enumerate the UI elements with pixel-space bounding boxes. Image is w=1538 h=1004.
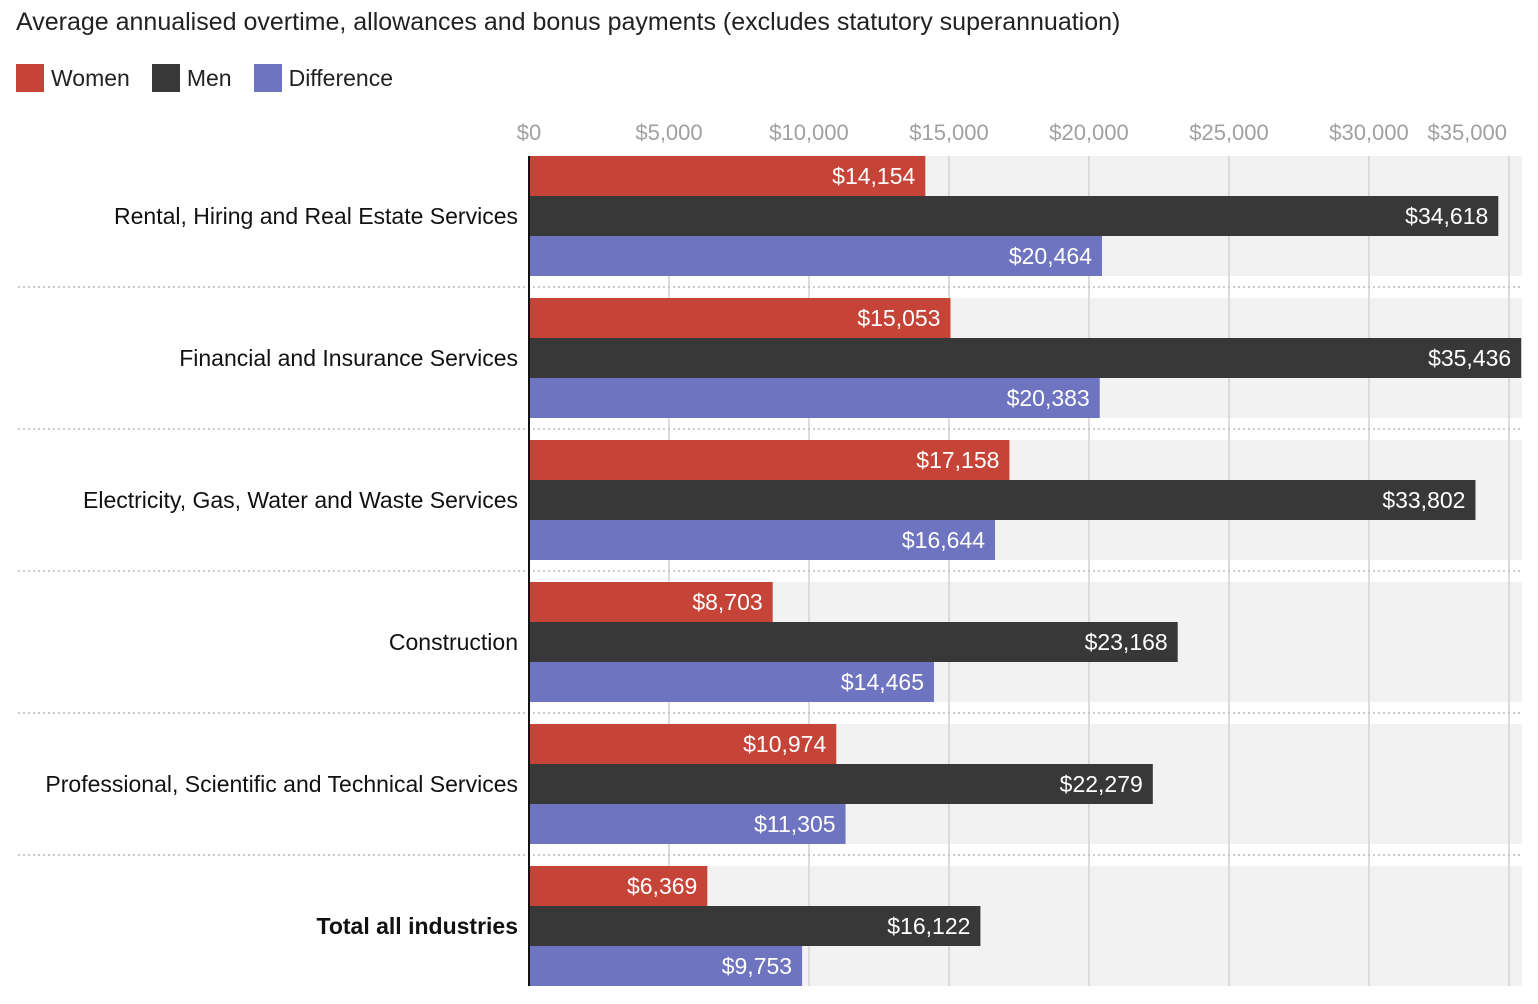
data-label: $22,279 — [1060, 771, 1143, 797]
x-tick-label: $25,000 — [1189, 120, 1269, 145]
bar-difference — [529, 520, 996, 560]
bar-women — [529, 582, 773, 622]
bar-men — [529, 764, 1153, 804]
bar-difference — [529, 946, 803, 986]
bar-women — [529, 866, 708, 906]
data-label: $33,802 — [1382, 487, 1465, 513]
chart-title: Average annualised overtime, allowances … — [16, 8, 1121, 36]
x-tick-label: $0 — [517, 120, 541, 145]
x-tick-label: $30,000 — [1329, 120, 1409, 145]
bar-men — [529, 480, 1476, 520]
bar-difference — [529, 804, 846, 844]
legend-item-difference: Difference — [253, 64, 393, 92]
bar-women — [529, 724, 837, 764]
data-label: $10,974 — [743, 731, 826, 757]
bar-men — [529, 196, 1499, 236]
data-label: $6,369 — [627, 873, 697, 899]
x-tick-label: $10,000 — [769, 120, 849, 145]
legend-swatch — [151, 64, 180, 92]
data-label: $20,383 — [1007, 385, 1090, 411]
bar-women — [529, 298, 951, 338]
legend-label: Men — [186, 64, 232, 91]
data-label: $17,158 — [916, 447, 999, 473]
legend-label: Women — [51, 64, 130, 91]
data-label: $9,753 — [722, 953, 792, 979]
data-label: $20,464 — [1009, 243, 1092, 269]
data-label: $35,436 — [1428, 345, 1511, 371]
bar-difference — [529, 236, 1102, 276]
legend-swatch — [253, 64, 282, 92]
category-label: Financial and Insurance Services — [179, 345, 518, 371]
legend-item-men: Men — [151, 64, 232, 92]
data-label: $34,618 — [1405, 203, 1488, 229]
bar-difference — [529, 378, 1100, 418]
x-tick-label: $20,000 — [1049, 120, 1129, 145]
bar-women — [529, 156, 926, 196]
data-label: $8,703 — [692, 589, 762, 615]
x-tick-label: $15,000 — [909, 120, 989, 145]
data-label: $11,305 — [754, 811, 835, 837]
data-label: $14,465 — [841, 669, 924, 695]
category-label: Total all industries — [317, 913, 519, 939]
legend: Women Men Difference — [16, 64, 393, 92]
data-label: $23,168 — [1085, 629, 1168, 655]
data-label: $14,154 — [832, 163, 915, 189]
bar-difference — [529, 662, 935, 702]
x-tick-label: $5,000 — [635, 120, 702, 145]
bar-men — [529, 906, 981, 946]
legend-label: Difference — [288, 64, 393, 91]
legend-swatch — [16, 64, 44, 92]
data-label: $16,122 — [887, 913, 970, 939]
category-label: Professional, Scientific and Technical S… — [45, 771, 518, 797]
bar-men — [529, 338, 1522, 378]
legend-item-women: Women — [16, 64, 130, 92]
bar-men — [529, 622, 1178, 662]
category-label: Rental, Hiring and Real Estate Services — [114, 203, 518, 229]
data-label: $16,644 — [902, 527, 985, 553]
bar-women — [529, 440, 1010, 480]
category-label: Electricity, Gas, Water and Waste Servic… — [83, 487, 518, 513]
category-label: Construction — [389, 629, 518, 655]
x-tick-label: $35,000 — [1427, 120, 1507, 145]
data-label: $15,053 — [857, 305, 940, 331]
